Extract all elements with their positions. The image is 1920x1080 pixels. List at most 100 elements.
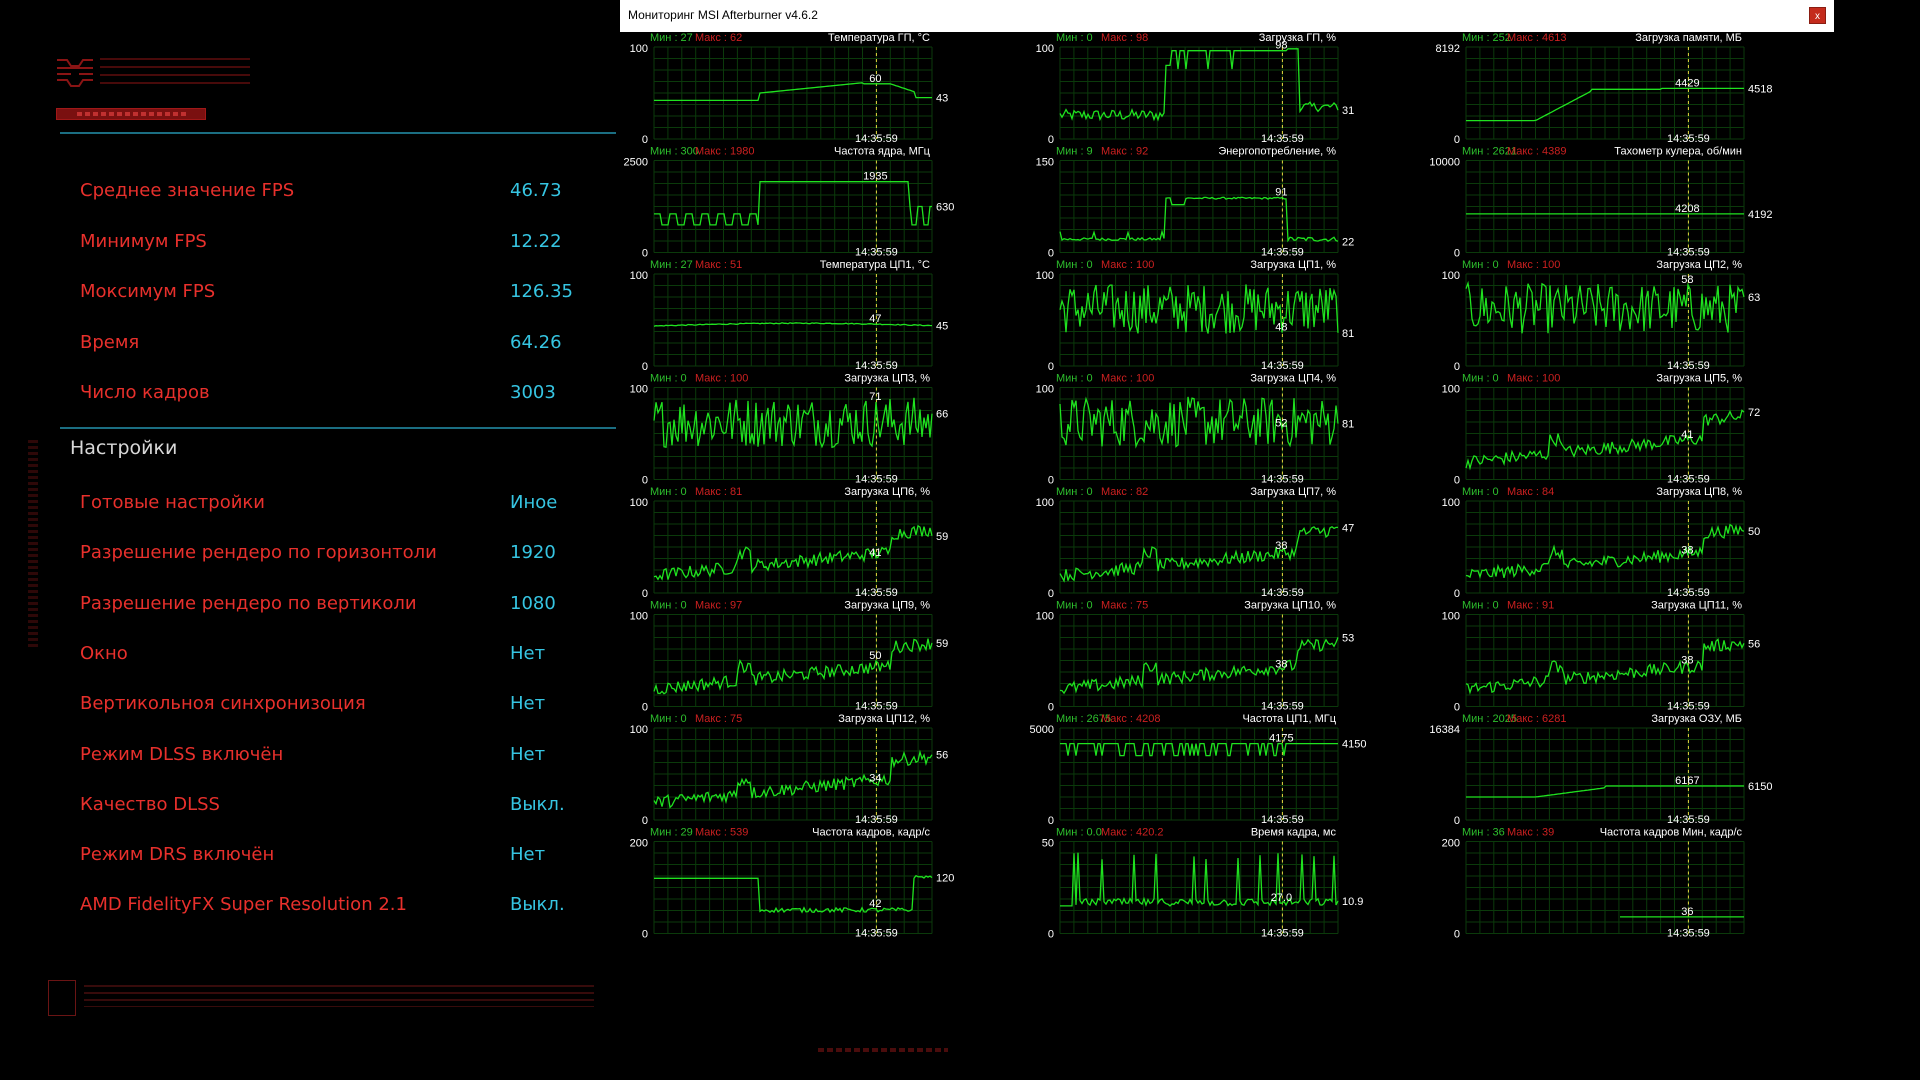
- graph-title: Загрузка ГП, %: [1259, 32, 1337, 44]
- setting-row: Готовые настройки Иное: [80, 492, 600, 522]
- monitoring-graphs: Мин : 27 Макс : 62 Температура ГП, °С1000 1…: [620, 0, 1834, 962]
- graph-title: Загрузка ЦП3, %: [844, 373, 930, 385]
- graph-min-label: Мин : 0: [1056, 373, 1093, 385]
- graph-cursor-value: 27.0: [1271, 892, 1292, 904]
- graph-last-value: 66: [936, 409, 948, 421]
- graph-cursor-value: 4175: [1269, 733, 1293, 745]
- setting-row: AMD FidelityFX Super Resolution 2.1 Выкл.: [80, 894, 600, 924]
- graph-max-label: Макс : 98: [1101, 32, 1148, 44]
- graph-ymax-label: 50: [1042, 838, 1054, 850]
- result-label: Среднее значение FPS: [80, 180, 294, 201]
- graph-last-value: 72: [1748, 407, 1760, 419]
- graph-title: Загрузка ЦП7, %: [1250, 486, 1336, 498]
- graph-ymax-label: 100: [1036, 270, 1054, 282]
- afterburner-window[interactable]: Мониторинг MSI Afterburner v4.6.2 x Мин …: [620, 0, 1834, 962]
- result-value: 126.35: [510, 281, 573, 302]
- graph-max-label: Макс : 75: [1101, 600, 1148, 612]
- setting-value: 1920: [510, 542, 556, 563]
- graph-last-value: 43: [936, 93, 948, 105]
- graph-ymin-label: 0: [1048, 475, 1054, 487]
- graph-max-label: Макс : 75: [695, 713, 742, 725]
- graph-min-label: Мин : 0: [1462, 259, 1499, 271]
- setting-label: Разрешение рендеро по вертиколи: [80, 593, 417, 614]
- graph-panel: Мин : 0 Макс : 100 Загрузка ЦП2, %1000 14:3…: [1442, 259, 1761, 373]
- graph-title: Энергопотребление, %: [1218, 146, 1336, 158]
- graph-title: Температура ГП, °С: [828, 32, 930, 44]
- graph-ymin-label: 0: [642, 929, 648, 941]
- graph-min-label: Мин : 0: [650, 486, 687, 498]
- result-label: Время: [80, 332, 139, 353]
- graph-cursor-value: 38: [1681, 545, 1693, 557]
- graph-min-label: Мин : 0: [650, 373, 687, 385]
- graph-min-label: Мин : 0: [1462, 373, 1499, 385]
- setting-label: Режим DRS включён: [80, 844, 274, 865]
- graph-ymax-label: 100: [1442, 384, 1460, 396]
- graph-last-value: 22: [1342, 236, 1354, 248]
- graph-cursor-value: 50: [869, 650, 881, 662]
- setting-value: Нет: [510, 693, 545, 714]
- graph-last-value: 4192: [1748, 209, 1772, 221]
- graph-cursor-value: 6167: [1675, 775, 1699, 787]
- graph-title: Загрузка ЦП1, %: [1250, 259, 1336, 271]
- graph-ymin-label: 0: [1454, 929, 1460, 941]
- graph-title: Частота кадров, кадр/с: [812, 827, 930, 839]
- graph-last-value: 120: [936, 873, 954, 885]
- graph-last-value: 81: [1342, 328, 1354, 340]
- setting-value: 1080: [510, 593, 556, 614]
- graph-cursor-value: 47: [869, 313, 881, 325]
- graph-max-label: Макс : 91: [1507, 600, 1554, 612]
- graph-ymax-label: 2500: [624, 157, 648, 169]
- graph-panel: Мин : 0.0 Макс : 420.2 Время кадра, мс 50 0 1…: [1042, 827, 1364, 941]
- graph-cursor-value: 36: [1681, 906, 1693, 918]
- graph-max-label: Макс : 6281: [1507, 713, 1566, 725]
- graph-last-value: 53: [1342, 632, 1354, 644]
- setting-row: Окно Нет: [80, 643, 600, 673]
- setting-value: Выкл.: [510, 794, 565, 815]
- graph-cursor-value: 38: [1275, 540, 1287, 552]
- header-decoration-bar: [56, 108, 206, 120]
- graph-min-label: Мин : 27: [650, 259, 693, 271]
- graph-title: Загрузка ЦП12, %: [838, 713, 930, 725]
- graph-ymin-label: 0: [1454, 815, 1460, 827]
- graph-max-label: Макс : 97: [695, 600, 742, 612]
- graph-title: Загрузка ЦП6, %: [844, 486, 930, 498]
- graph-title: Загрузка ЦП4, %: [1250, 373, 1336, 385]
- graph-last-value: 59: [936, 638, 948, 650]
- result-value: 46.73: [510, 180, 562, 201]
- graph-title: Загрузка ЦП9, %: [844, 600, 930, 612]
- graph-ymax-label: 5000: [1030, 724, 1054, 736]
- graph-last-value: 50: [1748, 526, 1760, 538]
- setting-value: Нет: [510, 643, 545, 664]
- setting-value: Выкл.: [510, 894, 565, 915]
- graph-panel: Мин : 0 Макс : 97 Загрузка ЦП9, %1000 14:35…: [630, 600, 949, 714]
- graph-ymax-label: 100: [630, 724, 648, 736]
- graph-panel: Мин : 0 Макс : 82 Загрузка ЦП7, %1000 14:35…: [1036, 486, 1355, 600]
- setting-label: Разрешение рендеро по горизонтоли: [80, 542, 437, 563]
- settings-heading: Настройки: [70, 437, 177, 459]
- logo-caption-decoration: [100, 58, 250, 84]
- graph-cursor-value: 48: [1275, 321, 1287, 333]
- graph-last-value: 630: [936, 202, 954, 214]
- graph-title: Температура ЦП1, °С: [820, 259, 930, 271]
- graph-last-value: 10.9: [1342, 896, 1363, 908]
- graph-min-label: Мин : 36: [1462, 827, 1505, 839]
- graph-ymin-label: 0: [1048, 588, 1054, 600]
- graph-ymin-label: 0: [642, 702, 648, 714]
- graph-ymax-label: 200: [630, 838, 648, 850]
- graph-title: Загрузка ЦП5, %: [1656, 373, 1742, 385]
- graph-cursor-value: 1935: [863, 171, 887, 183]
- graph-max-label: Макс : 39: [1507, 827, 1554, 839]
- graph-ymin-label: 0: [1454, 475, 1460, 487]
- graph-min-label: Мин : 29: [650, 827, 693, 839]
- setting-value: Иное: [510, 492, 557, 513]
- result-label: Число кадров: [80, 382, 210, 403]
- graph-panel: Мин : 0 Макс : 100 Загрузка ЦП4, %1000 14:3…: [1036, 373, 1355, 487]
- graph-ymin-label: 0: [1454, 134, 1460, 146]
- graph-panel: Мин : 0 Макс : 100 Загрузка ЦП5, %1000 14:3…: [1442, 373, 1761, 487]
- setting-label: AMD FidelityFX Super Resolution 2.1: [80, 894, 407, 915]
- graph-ymin-label: 0: [642, 815, 648, 827]
- graph-title: Загрузка ЦП8, %: [1656, 486, 1742, 498]
- graph-cursor-value: 71: [869, 391, 881, 403]
